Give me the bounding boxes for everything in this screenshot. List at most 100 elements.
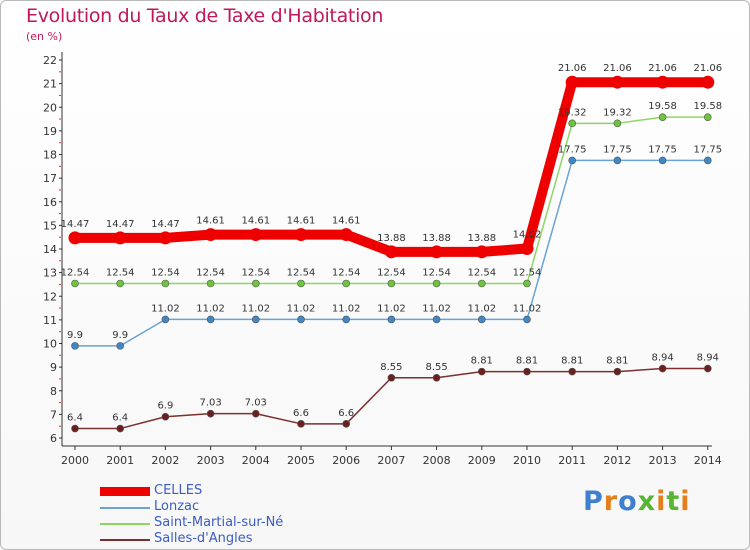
data-label-celles: 21.06 (558, 63, 587, 74)
data-label-lonzac: 17.75 (558, 144, 587, 155)
data-point-celles (339, 228, 353, 242)
data-point-saint-martial (342, 279, 351, 288)
data-point-saint-martial (71, 279, 79, 288)
data-label-lonzac: 11.02 (287, 303, 316, 314)
data-point-saint-martial (432, 279, 441, 288)
legend-swatch-salles-d-angles (100, 539, 150, 541)
data-label-salles-d-angles: 8.81 (606, 356, 628, 367)
data-point-celles (204, 228, 218, 242)
data-point-saint-martial (613, 119, 622, 128)
data-point-saint-martial (116, 279, 124, 288)
data-point-saint-martial (658, 113, 667, 121)
data-label-celles: 14.47 (106, 219, 135, 230)
data-point-lonzac (477, 315, 486, 324)
data-label-salles-d-angles: 8.94 (651, 353, 673, 364)
data-point-salles-d-angles (568, 367, 577, 376)
series-line-saint-martial (74, 116, 709, 285)
x-tick-label: 2011 (558, 454, 586, 467)
data-label-saint-martial: 19.58 (648, 101, 677, 112)
data-point-salles-d-angles (342, 420, 351, 428)
x-tick-label: 2003 (197, 454, 225, 467)
y-tick-label: 19 (43, 125, 57, 138)
data-point-salles-d-angles (523, 367, 531, 376)
data-label-saint-martial: 12.54 (467, 267, 496, 278)
x-tick-label: 2007 (377, 454, 405, 467)
legend-swatch-lonzac (100, 507, 150, 509)
data-label-lonzac: 11.02 (377, 303, 406, 314)
x-tick-label: 2001 (106, 454, 134, 467)
x-tick-label: 2009 (468, 454, 496, 467)
y-tick-label: 21 (43, 78, 57, 91)
data-point-salles-d-angles (252, 409, 260, 418)
legend-label-salles-d-angles: Salles-d'Angles (154, 531, 253, 546)
data-point-celles (701, 75, 715, 89)
data-label-saint-martial: 12.54 (513, 267, 542, 278)
data-point-lonzac (342, 315, 351, 324)
data-point-salles-d-angles (161, 412, 170, 421)
data-label-saint-martial: 12.54 (241, 267, 270, 278)
data-point-salles-d-angles (116, 424, 124, 433)
data-label-saint-martial: 19.32 (558, 107, 587, 118)
data-label-lonzac: 11.02 (196, 303, 225, 314)
data-point-saint-martial (477, 279, 486, 288)
data-point-salles-d-angles (71, 424, 79, 433)
data-point-salles-d-angles (658, 364, 667, 373)
data-point-lonzac (161, 315, 170, 324)
data-label-salles-d-angles: 6.6 (293, 408, 309, 419)
data-label-saint-martial: 19.58 (693, 101, 722, 112)
legend-swatch-saint-martial (100, 523, 150, 525)
y-tick-label: 9 (50, 361, 57, 374)
data-label-lonzac: 11.02 (151, 303, 180, 314)
data-point-celles (565, 75, 579, 89)
data-point-saint-martial (161, 279, 170, 288)
data-label-salles-d-angles: 6.9 (157, 401, 173, 412)
data-label-celles: 14.02 (513, 230, 542, 241)
data-label-salles-d-angles: 8.81 (471, 356, 493, 367)
x-tick-label: 2012 (603, 454, 631, 467)
data-label-saint-martial: 12.54 (196, 267, 225, 278)
data-label-saint-martial: 19.32 (603, 107, 632, 118)
data-label-celles: 14.61 (241, 216, 270, 227)
data-label-lonzac: 11.02 (332, 303, 361, 314)
proxiti-logo: Proxiti (583, 486, 691, 517)
x-tick-label: 2014 (694, 454, 722, 467)
data-point-celles (384, 245, 398, 259)
data-label-salles-d-angles: 6.4 (112, 413, 128, 424)
data-point-celles (249, 228, 263, 242)
x-tick-label: 2005 (287, 454, 315, 467)
data-point-salles-d-angles (432, 373, 441, 382)
data-point-lonzac (116, 342, 124, 350)
data-point-lonzac (297, 315, 305, 324)
data-label-salles-d-angles: 8.94 (697, 353, 719, 364)
data-label-lonzac: 11.02 (422, 303, 451, 314)
data-label-salles-d-angles: 8.55 (380, 362, 402, 373)
data-label-celles: 14.61 (332, 216, 361, 227)
data-label-lonzac: 11.02 (513, 303, 542, 314)
y-tick-label: 6 (50, 432, 57, 445)
data-label-celles: 21.06 (693, 63, 722, 74)
data-label-saint-martial: 12.54 (422, 267, 451, 278)
x-tick-label: 2008 (423, 454, 451, 467)
x-tick-label: 2013 (649, 454, 677, 467)
data-point-lonzac (658, 156, 667, 165)
x-tick-label: 2006 (332, 454, 360, 467)
data-point-saint-martial (297, 279, 305, 288)
y-tick-label: 22 (43, 54, 57, 67)
data-point-lonzac (613, 156, 622, 165)
data-label-saint-martial: 12.54 (151, 267, 180, 278)
data-point-lonzac (568, 156, 577, 165)
data-point-celles (113, 231, 127, 245)
data-label-lonzac: 9.9 (112, 330, 128, 341)
data-point-saint-martial (206, 279, 215, 288)
data-point-celles (158, 231, 172, 245)
data-point-lonzac (206, 315, 215, 324)
data-point-celles (475, 245, 489, 259)
x-tick-label: 2002 (151, 454, 179, 467)
y-tick-label: 17 (43, 172, 57, 185)
data-point-salles-d-angles (206, 409, 215, 418)
data-label-saint-martial: 12.54 (287, 267, 316, 278)
data-point-lonzac (703, 156, 712, 165)
data-point-celles (520, 242, 534, 256)
data-label-lonzac: 11.02 (241, 303, 270, 314)
